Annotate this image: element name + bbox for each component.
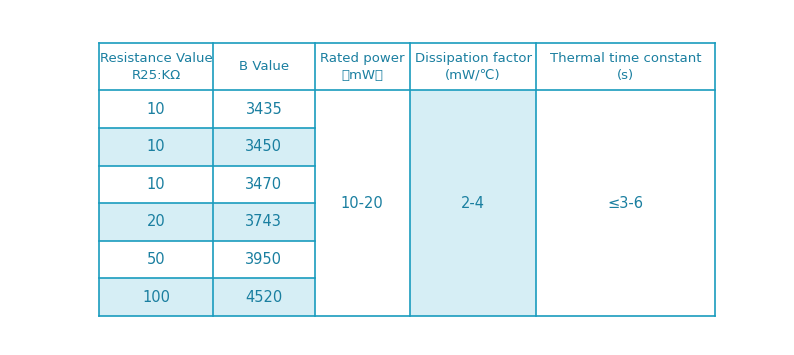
Text: 20: 20 — [147, 214, 165, 229]
Text: 10: 10 — [147, 139, 165, 154]
Bar — [213, 241, 314, 278]
Text: 3435: 3435 — [245, 102, 282, 117]
Bar — [213, 165, 314, 203]
Bar — [99, 203, 213, 241]
Text: Rated power
（mW）: Rated power （mW） — [320, 51, 405, 82]
Bar — [536, 43, 715, 91]
Text: 3470: 3470 — [245, 177, 283, 192]
Text: 100: 100 — [142, 290, 170, 305]
Text: 10: 10 — [147, 102, 165, 117]
Bar — [536, 91, 715, 316]
Text: 10: 10 — [147, 177, 165, 192]
Text: Dissipation factor
(mW/℃): Dissipation factor (mW/℃) — [414, 51, 531, 82]
Bar — [314, 43, 410, 91]
Bar — [213, 43, 314, 91]
Text: Resistance Value
R25:KΩ: Resistance Value R25:KΩ — [100, 51, 213, 82]
Text: 3743: 3743 — [245, 214, 283, 229]
Text: 4520: 4520 — [245, 290, 283, 305]
Text: 3450: 3450 — [245, 139, 283, 154]
Text: 3950: 3950 — [245, 252, 283, 267]
Bar — [99, 91, 213, 128]
Bar — [99, 43, 213, 91]
Bar — [410, 91, 536, 316]
Bar — [213, 278, 314, 316]
Text: 10-20: 10-20 — [341, 196, 384, 211]
Text: 2-4: 2-4 — [461, 196, 485, 211]
Bar — [213, 203, 314, 241]
Bar — [99, 278, 213, 316]
Bar — [99, 241, 213, 278]
Bar — [410, 43, 536, 91]
Text: 50: 50 — [147, 252, 165, 267]
Text: Thermal time constant
(s): Thermal time constant (s) — [549, 51, 701, 82]
Bar — [99, 128, 213, 165]
Bar — [99, 165, 213, 203]
Bar — [213, 91, 314, 128]
Bar — [213, 128, 314, 165]
Bar — [314, 91, 410, 316]
Text: ≤3-6: ≤3-6 — [607, 196, 643, 211]
Text: B Value: B Value — [239, 60, 289, 73]
